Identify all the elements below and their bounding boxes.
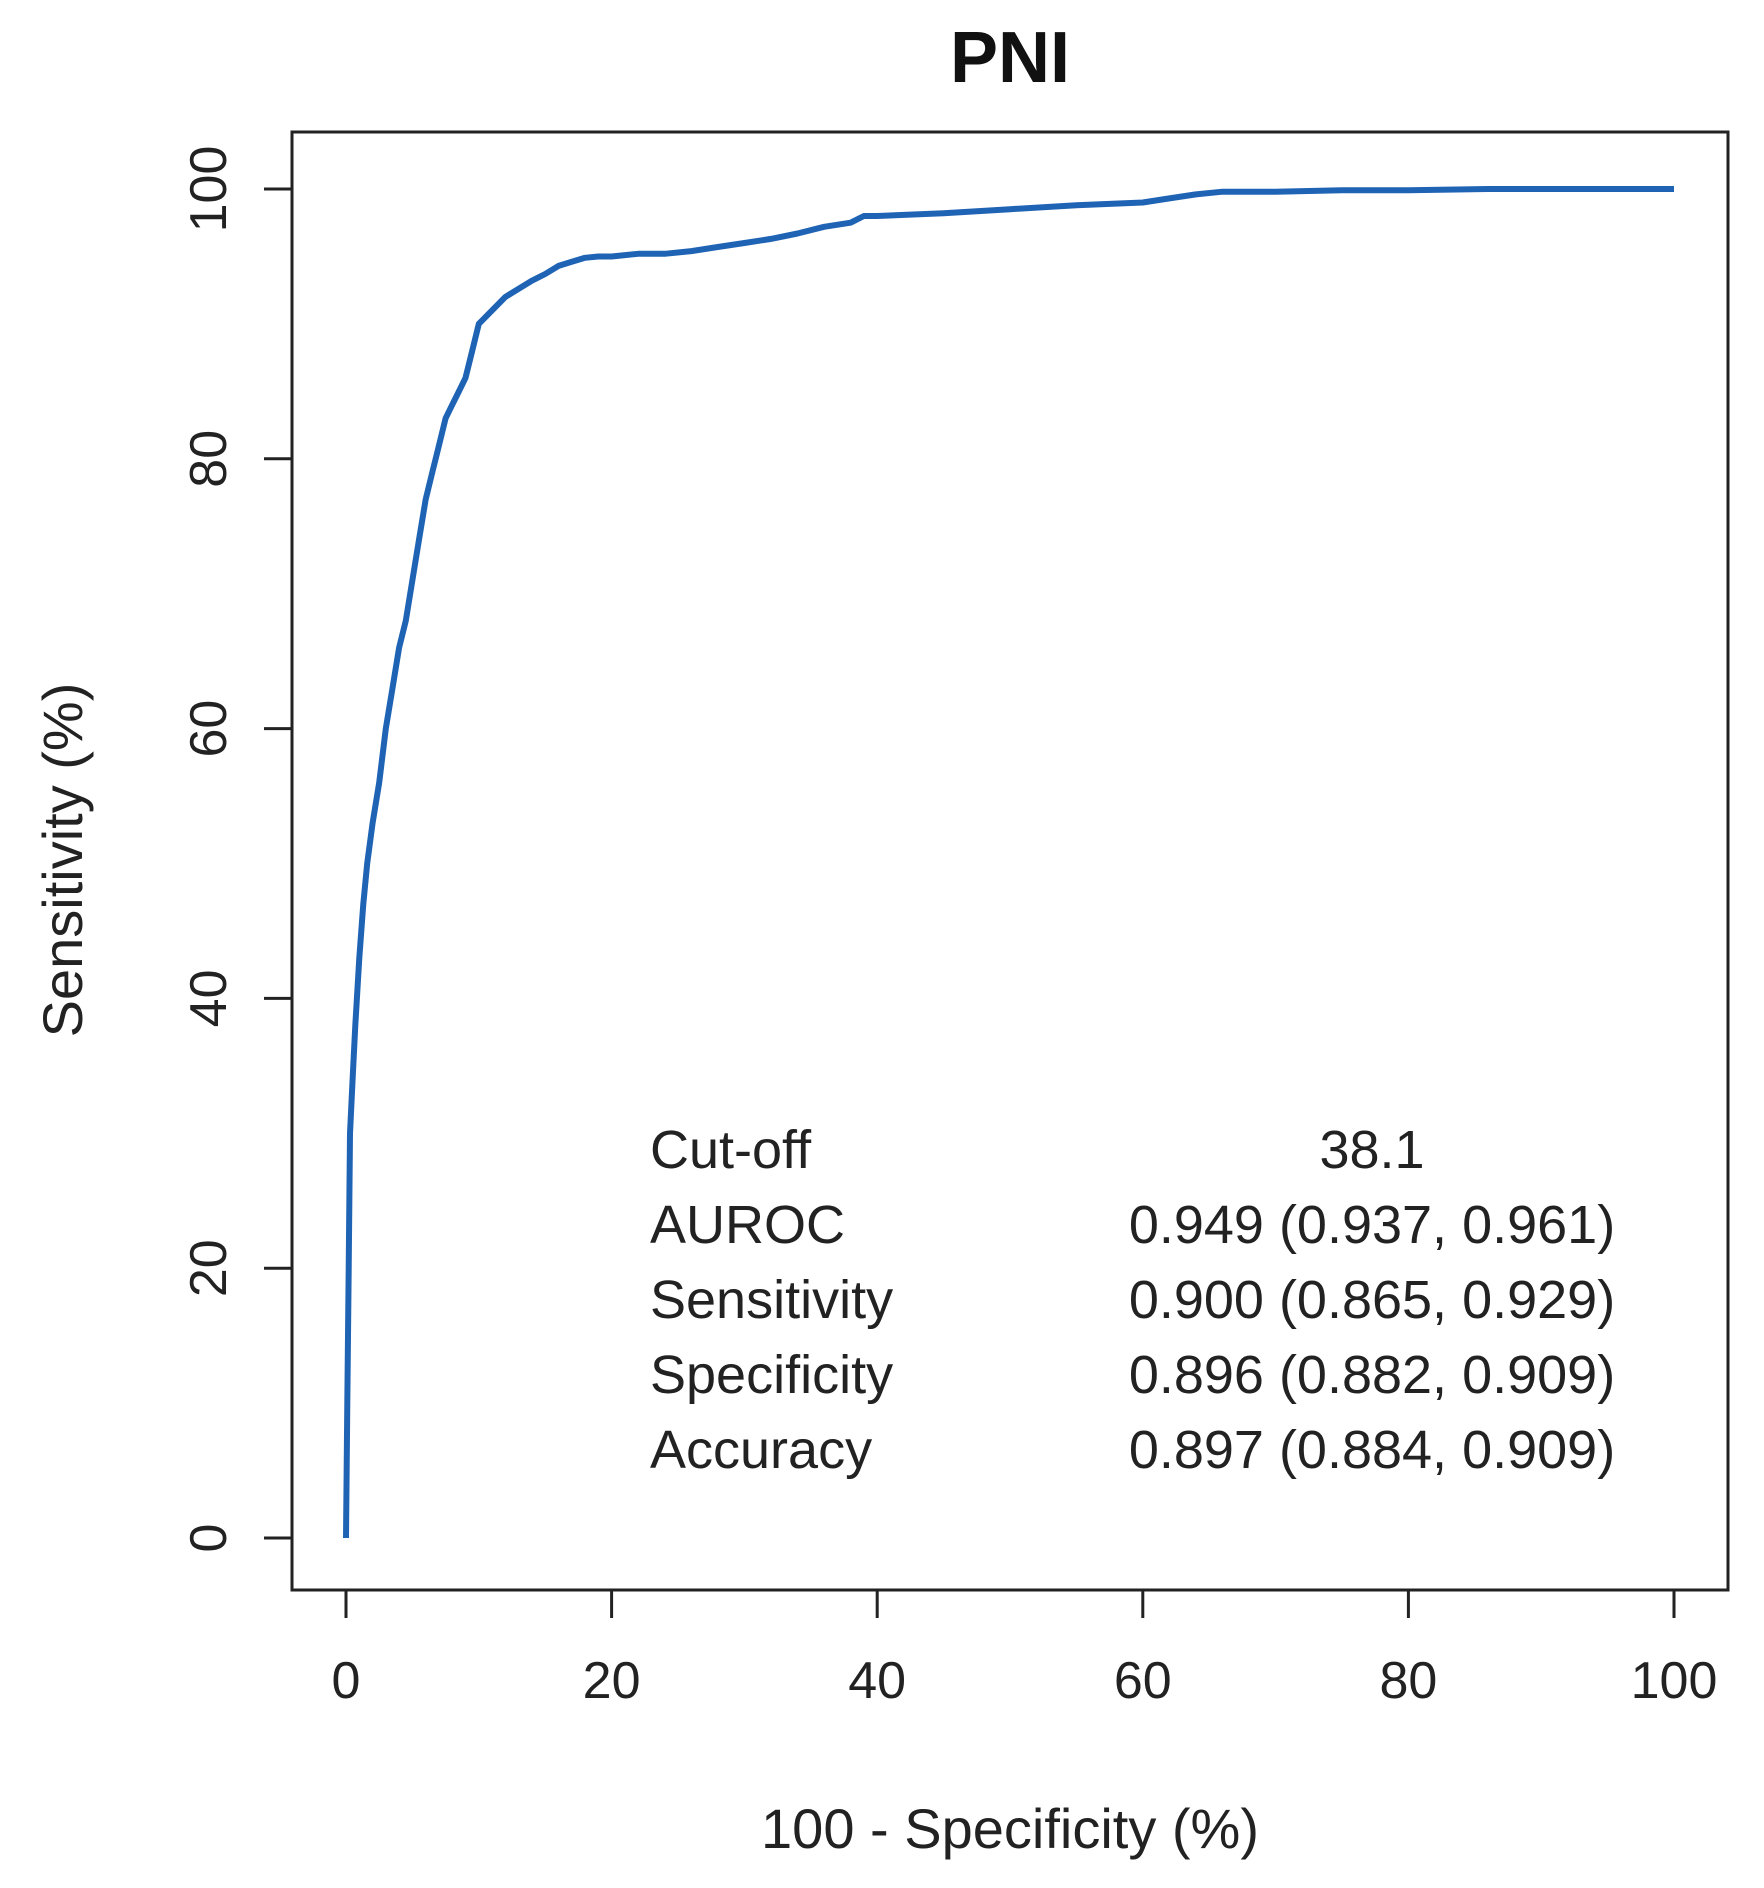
chart-title: PNI (950, 18, 1070, 98)
stat-label: Cut-off (650, 1120, 812, 1180)
stat-value: 0.897 (0.884, 0.909) (1129, 1420, 1615, 1480)
y-tick-label: 60 (180, 700, 238, 758)
axes: 0 20 40 60 80 100 0 20 40 60 80 100 (180, 146, 1717, 1710)
y-tick-label: 0 (180, 1524, 238, 1553)
x-tick-label: 60 (1114, 1652, 1172, 1710)
stat-label: Specificity (650, 1345, 893, 1405)
x-tick-label: 100 (1631, 1652, 1718, 1710)
stat-value: 0.896 (0.882, 0.909) (1129, 1345, 1615, 1405)
stat-value: 0.949 (0.937, 0.961) (1129, 1195, 1615, 1255)
x-axis-label: 100 - Specificity (%) (761, 1797, 1259, 1860)
y-tick-label: 80 (180, 430, 238, 488)
stat-label: AUROC (650, 1195, 845, 1255)
stat-value: 0.900 (0.865, 0.929) (1129, 1270, 1615, 1330)
x-tick-label: 20 (583, 1652, 641, 1710)
stat-value: 38.1 (1319, 1120, 1424, 1180)
y-tick-label: 100 (180, 146, 238, 233)
y-tick-label: 40 (180, 969, 238, 1027)
stats-annotation: Cut-off 38.1 AUROC 0.949 (0.937, 0.961) Sens… (650, 1120, 1615, 1480)
stat-label: Accuracy (650, 1420, 872, 1480)
x-tick-label: 40 (848, 1652, 906, 1710)
roc-curve-line (343, 186, 1674, 1539)
x-tick-label: 80 (1379, 1652, 1437, 1710)
stat-label: Sensitivity (650, 1270, 893, 1330)
y-tick-label: 20 (180, 1239, 238, 1297)
x-tick-label: 0 (332, 1652, 361, 1710)
y-axis-label: Sensitivity (%) (31, 683, 94, 1038)
